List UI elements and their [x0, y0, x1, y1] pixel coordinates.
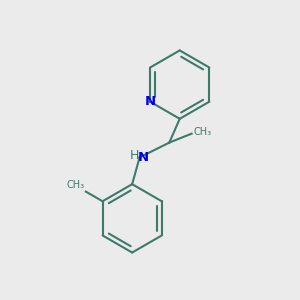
Text: CH₃: CH₃ — [193, 127, 211, 137]
Text: H: H — [130, 148, 139, 162]
Text: N: N — [138, 151, 149, 164]
Text: CH₃: CH₃ — [66, 180, 84, 190]
Text: N: N — [145, 95, 156, 108]
